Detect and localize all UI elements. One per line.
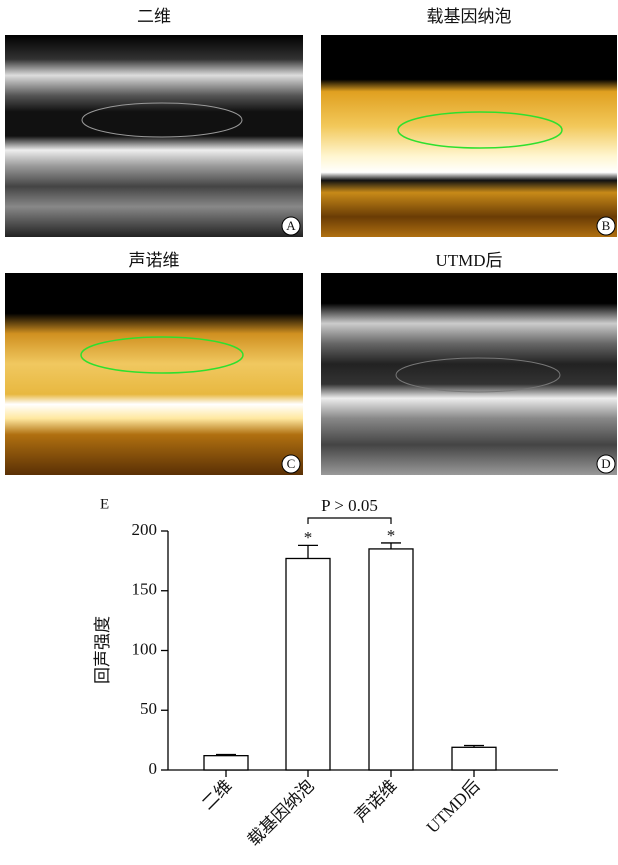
panel-letter: E [100,496,109,512]
y-tick-label: 0 [149,759,158,778]
bar [368,548,414,771]
panel-title: 二维 [137,7,171,26]
panel-title: 声诺维 [129,251,180,270]
y-tick-label: 150 [132,580,158,599]
panel-letter: D [601,456,610,471]
ultrasound-image [321,35,617,237]
y-tick-label: 100 [132,639,158,658]
comparison-bracket [307,517,392,524]
letter-badge [281,216,301,236]
panel-letter: B [602,218,611,233]
x-tick-label: UTMD后 [423,776,484,837]
significance-mark: * [304,528,313,547]
bar [451,746,497,771]
letter-badge [596,216,616,236]
panel-letter: C [287,456,296,471]
roi-ellipse [397,111,563,149]
comparison-label: P > 0.05 [321,496,378,515]
bar [203,755,249,771]
ultrasound-image [321,273,617,475]
panel-title: UTMD后 [435,251,502,270]
letter-badge [596,454,616,474]
roi-ellipse [395,357,561,393]
panel-letter: A [286,218,296,233]
y-axis-label: 回声强度 [93,616,112,684]
x-tick-label: 二维 [198,776,235,813]
x-tick-label: 声诺维 [351,776,400,825]
ultrasound-image [5,273,303,475]
y-tick-label: 200 [132,520,158,539]
x-tick-label: 载基因纳泡 [244,776,318,850]
bar [285,557,331,771]
ultrasound-image [5,35,303,237]
panel-title: 载基因纳泡 [427,7,512,26]
significance-mark: * [387,526,396,545]
roi-ellipse [80,336,244,374]
letter-badge [281,454,301,474]
roi-ellipse [81,102,243,138]
y-tick-label: 50 [140,699,157,718]
